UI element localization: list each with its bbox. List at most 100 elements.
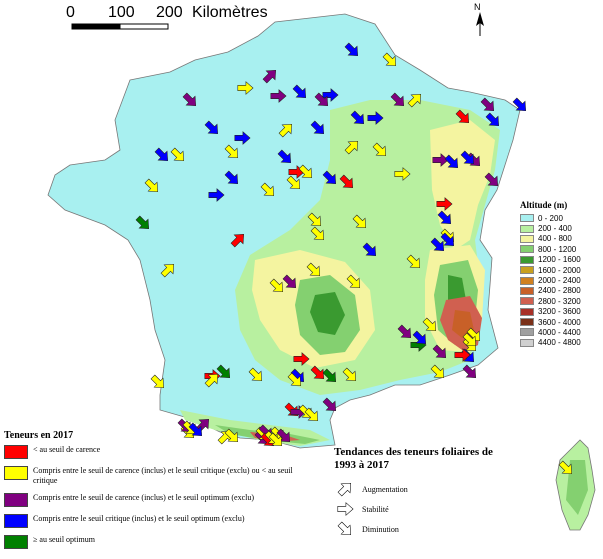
scale-tick-0: 0 <box>66 4 75 21</box>
altitude-swatch <box>520 255 534 264</box>
altitude-class-label: 4000 - 4400 <box>538 327 581 337</box>
site-arrow-icon <box>432 344 447 359</box>
site-arrow-icon <box>352 214 367 229</box>
site-arrow-icon <box>397 324 412 339</box>
altitude-swatch <box>520 224 534 233</box>
site-arrow-icon <box>286 175 301 190</box>
site-arrow-icon <box>462 364 477 379</box>
site-arrow-icon <box>237 81 254 95</box>
scale-unit: Kilomètres <box>192 4 268 21</box>
site-arrow-icon <box>278 123 293 138</box>
site-arrow-icon <box>407 93 422 108</box>
altitude-class-label: 400 - 800 <box>538 234 572 244</box>
altitude-class: 2000 - 2400 <box>520 275 600 285</box>
site-arrow-icon <box>462 332 477 347</box>
site-arrow-icon <box>512 97 527 112</box>
site-arrow-icon <box>430 364 445 379</box>
category-label: Compris entre le seuil de carence (inclu… <box>33 493 255 502</box>
altitude-swatch <box>520 338 534 347</box>
altitude-swatch <box>520 286 534 295</box>
site-arrow-icon <box>260 182 275 197</box>
altitude-swatch <box>520 328 534 337</box>
site-arrow-icon <box>204 373 219 388</box>
site-arrow-icon <box>454 348 471 362</box>
site-arrow-icon <box>344 42 359 57</box>
site-arrow-icon <box>432 153 449 167</box>
site-arrow-icon <box>367 111 384 125</box>
altitude-class-label: 800 - 1200 <box>538 244 577 254</box>
altitude-class: 400 - 800 <box>520 234 600 244</box>
site-arrow-icon <box>216 364 231 379</box>
site-arrow-icon <box>182 92 197 107</box>
category-label: Compris entre le seuil critique (inclus)… <box>33 514 245 523</box>
altitude-class: 2800 - 3200 <box>520 296 600 306</box>
altitude-class-label: 0 - 200 <box>538 213 563 223</box>
site-arrow-icon <box>248 367 263 382</box>
site-arrow-icon <box>135 215 150 230</box>
site-arrow-icon <box>455 109 470 124</box>
trend-label: Diminution <box>362 524 399 534</box>
category-legend-title: Teneurs en 2017 <box>4 430 74 441</box>
altitude-class: 1600 - 2000 <box>520 265 600 275</box>
altitude-class: 800 - 1200 <box>520 244 600 254</box>
category-label: < au seuil de carence <box>33 445 101 454</box>
site-arrow-icon <box>350 110 365 125</box>
altitude-class: 3200 - 3600 <box>520 307 600 317</box>
site-arrow-icon <box>306 262 321 277</box>
site-arrow-icon <box>430 237 445 252</box>
altitude-swatch <box>520 266 534 275</box>
site-arrow-icon <box>362 242 377 257</box>
site-arrow-icon <box>298 164 313 179</box>
site-arrow-icon <box>422 317 437 332</box>
site-arrow-icon <box>460 150 475 165</box>
site-arrow-icon <box>269 278 284 293</box>
scale-bar <box>71 23 169 30</box>
site-arrow-icon <box>344 140 359 155</box>
trend-legend-item: Diminution <box>334 520 514 538</box>
site-arrow-icon <box>314 92 329 107</box>
altitude-class-label: 3600 - 4000 <box>538 317 581 327</box>
site-arrow-icon <box>304 407 319 422</box>
site-arrow-icon <box>224 428 239 443</box>
site-arrow-icon <box>282 274 297 289</box>
site-arrows <box>135 42 573 475</box>
altitude-class-label: 200 - 400 <box>538 224 572 234</box>
category-swatch <box>4 466 28 480</box>
trend-legend-title: Tendances des teneurs foliaires de 1993 … <box>334 446 493 471</box>
trend-down-icon <box>337 521 352 536</box>
scale-tick-200: 200 <box>156 4 183 21</box>
site-arrow-icon <box>310 226 325 241</box>
category-swatch <box>4 514 28 528</box>
altitude-swatch <box>520 245 534 254</box>
site-arrow-icon <box>322 368 337 383</box>
altitude-class-label: 1600 - 2000 <box>538 265 581 275</box>
altitude-swatch <box>520 234 534 243</box>
category-legend-item: Compris entre le seuil de carence (inclu… <box>4 466 314 486</box>
site-arrow-icon <box>208 188 225 202</box>
site-arrow-icon <box>234 131 251 145</box>
site-arrow-icon <box>144 178 159 193</box>
category-label: Compris entre le seuil de carence (inclu… <box>33 466 293 485</box>
site-arrow-icon <box>204 120 219 135</box>
site-arrow-icon <box>437 210 452 225</box>
category-swatch <box>4 493 28 507</box>
site-arrow-icon <box>277 149 292 164</box>
altitude-swatch <box>520 307 534 316</box>
site-arrow-icon <box>268 432 283 447</box>
site-arrow-icon <box>322 397 337 412</box>
trend-legend-item: Augmentation <box>334 480 514 498</box>
site-arrow-icon <box>287 372 302 387</box>
trend-legend-item: Stabilité <box>334 500 514 518</box>
altitude-class-label: 4400 - 4800 <box>538 338 581 348</box>
altitude-swatch <box>520 214 534 223</box>
site-arrow-icon <box>480 97 495 112</box>
category-legend-item: Compris entre le seuil de carence (inclu… <box>4 493 314 507</box>
site-arrow-icon <box>444 154 459 169</box>
altitude-class: 3600 - 4000 <box>520 317 600 327</box>
altitude-class: 4000 - 4400 <box>520 327 600 337</box>
site-arrow-icon <box>436 197 453 211</box>
site-arrow-icon <box>310 365 325 380</box>
category-legend-item: ≥ au seuil optimum <box>4 535 314 549</box>
altitude-class: 0 - 200 <box>520 213 600 223</box>
